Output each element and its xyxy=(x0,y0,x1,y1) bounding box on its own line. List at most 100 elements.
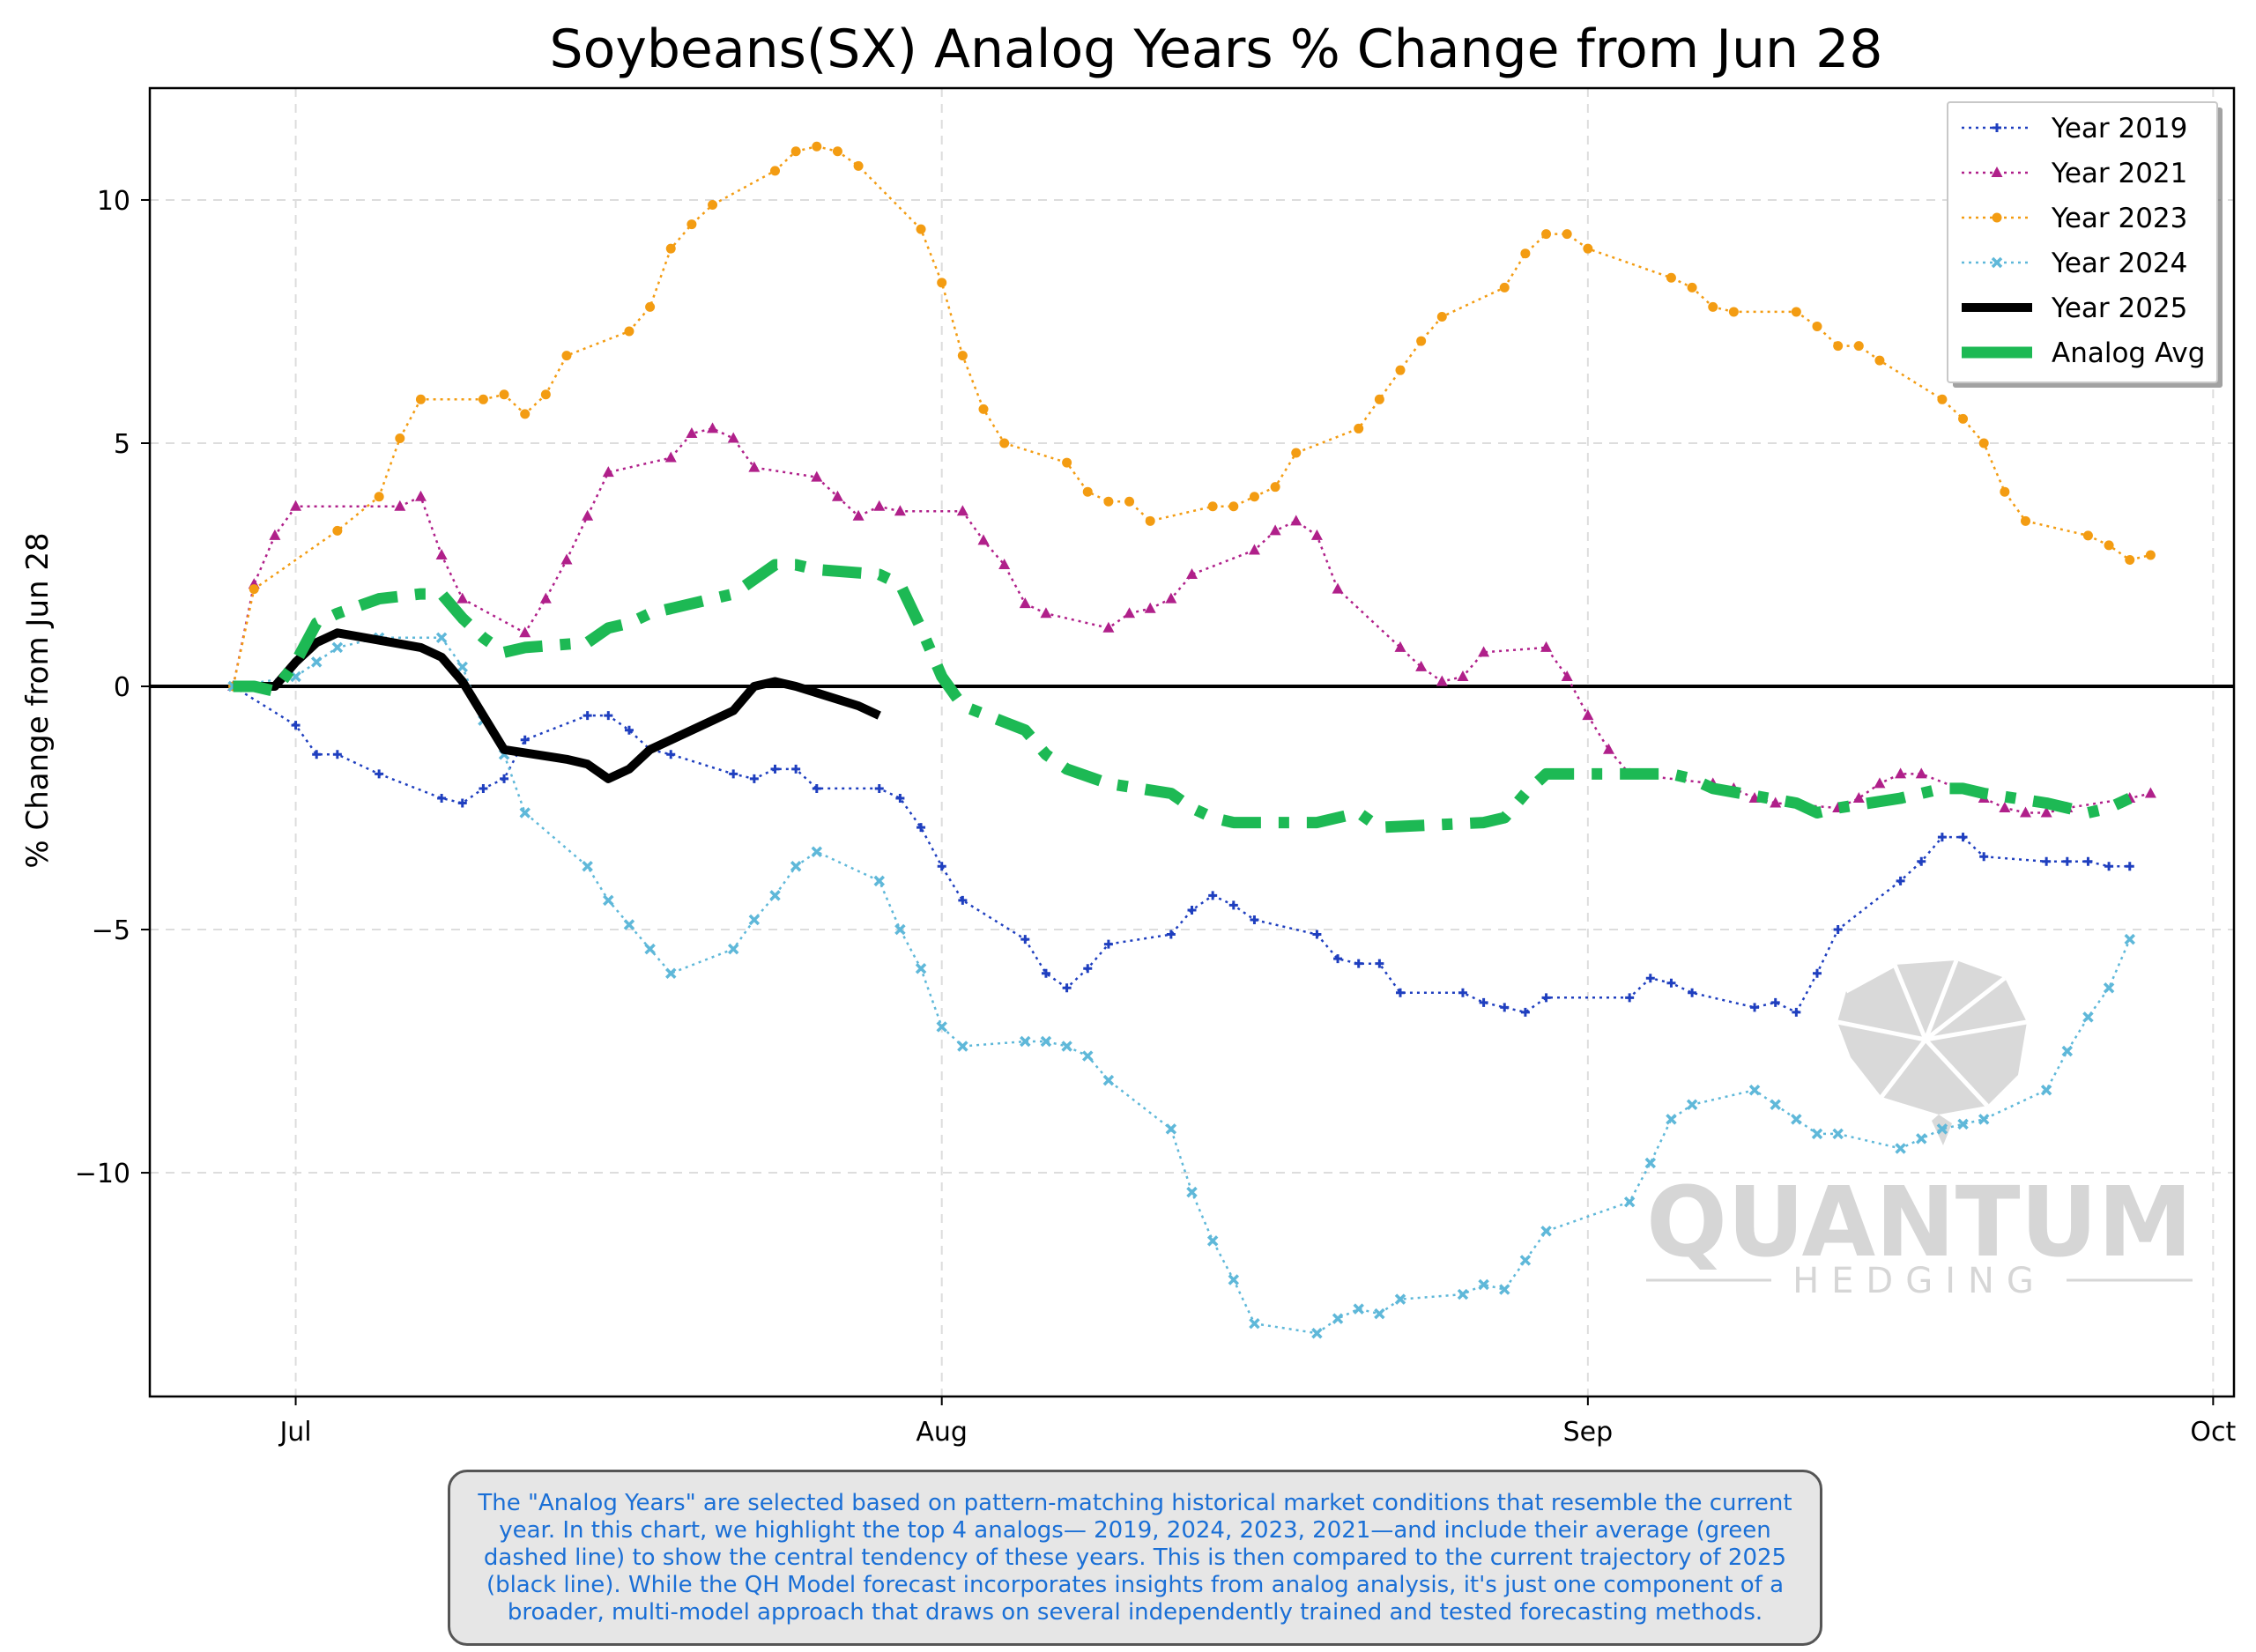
data-point xyxy=(623,919,635,930)
data-point xyxy=(1395,365,1406,375)
data-point xyxy=(916,823,926,833)
data-point xyxy=(832,146,842,157)
data-point xyxy=(1291,448,1302,458)
data-point xyxy=(582,509,594,521)
data-point xyxy=(395,433,405,443)
data-point xyxy=(645,301,656,312)
data-point xyxy=(957,1041,968,1052)
data-point xyxy=(1061,1041,1072,1052)
x-tick-label: Sep xyxy=(1563,1417,1614,1448)
data-point xyxy=(1062,983,1072,993)
data-point xyxy=(2061,1045,2074,1057)
legend-item-year-2021: Year 2021 xyxy=(1962,158,2187,189)
data-point xyxy=(1833,341,1844,352)
data-point xyxy=(290,500,302,511)
data-point xyxy=(916,224,926,234)
data-point xyxy=(708,199,718,210)
series-line-analog-avg xyxy=(233,559,2133,833)
data-point xyxy=(895,793,905,803)
y-axis-label: % Change from Jun 28 xyxy=(20,532,56,868)
data-point xyxy=(1332,582,1344,594)
data-point xyxy=(291,721,301,730)
data-point xyxy=(1353,1303,1364,1315)
data-point xyxy=(1852,791,1865,803)
data-point xyxy=(2062,856,2072,866)
data-point xyxy=(1993,123,2001,132)
data-point xyxy=(624,326,634,337)
data-point xyxy=(1748,1084,1761,1096)
data-point xyxy=(1666,1114,1677,1125)
data-point xyxy=(332,525,343,536)
analog-note-text: The "Analog Years" are selected based on… xyxy=(478,1489,1792,1626)
data-point xyxy=(666,750,676,759)
data-point xyxy=(1813,968,1822,978)
data-point xyxy=(1583,243,1593,254)
data-point xyxy=(500,774,509,783)
data-point xyxy=(1991,167,2003,177)
data-point xyxy=(519,807,531,819)
data-point xyxy=(1187,905,1197,915)
data-point xyxy=(1686,1099,1698,1111)
data-point xyxy=(790,861,802,872)
chart-title: Soybeans(SX) Analog Years % Change from … xyxy=(550,19,1883,80)
data-point xyxy=(1083,964,1093,974)
data-point xyxy=(2083,856,2093,866)
y-tick-label: −5 xyxy=(92,915,130,946)
data-point xyxy=(1311,1327,1323,1339)
data-point xyxy=(1208,891,1218,900)
data-point xyxy=(1312,930,1322,939)
data-point xyxy=(331,641,344,654)
data-point xyxy=(1625,993,1635,1003)
legend-item-year-2025: Year 2025 xyxy=(1962,293,2187,324)
data-point xyxy=(560,553,573,565)
data-point xyxy=(2021,515,2030,526)
legend-item-analog-avg: Analog Avg xyxy=(1962,337,2205,369)
data-point xyxy=(1102,1074,1115,1086)
y-tick-label: −10 xyxy=(75,1159,130,1189)
data-point xyxy=(1791,1114,1802,1125)
data-point xyxy=(1979,852,1989,862)
data-point xyxy=(1958,833,1968,842)
data-point xyxy=(1770,1099,1781,1111)
data-point xyxy=(1792,1007,1801,1017)
brain-logo xyxy=(1837,959,2028,1145)
data-point xyxy=(915,962,927,974)
data-point xyxy=(1019,597,1031,609)
data-point xyxy=(539,592,552,604)
data-point xyxy=(414,490,427,501)
data-point xyxy=(1520,1007,1530,1017)
legend-box xyxy=(1947,101,2218,383)
data-point xyxy=(1436,675,1448,686)
data-point xyxy=(748,914,761,926)
data-point xyxy=(1811,1128,1823,1140)
data-point xyxy=(2040,1084,2052,1096)
data-point xyxy=(957,351,968,361)
data-point xyxy=(1416,336,1427,346)
data-point xyxy=(1082,486,1093,497)
data-point xyxy=(520,735,530,745)
data-point xyxy=(374,492,384,502)
y-tick-label: 5 xyxy=(114,429,130,460)
data-point xyxy=(1228,501,1239,512)
data-point xyxy=(770,764,780,774)
legend-item-year-2023: Year 2023 xyxy=(1962,203,2187,234)
data-point xyxy=(1895,1143,1906,1154)
data-point xyxy=(937,862,946,871)
watermark: QUANTUM HEDGING xyxy=(1646,959,2193,1301)
data-point xyxy=(2125,862,2134,871)
data-point xyxy=(1916,1133,1927,1145)
data-point xyxy=(1040,607,1052,619)
x-tick-label: Aug xyxy=(916,1417,968,1448)
data-point xyxy=(1770,997,1780,1007)
data-point xyxy=(1457,1288,1469,1300)
data-point xyxy=(1103,939,1113,949)
data-point xyxy=(2104,862,2114,871)
data-point xyxy=(812,141,822,152)
tick-layer: Jul Aug Sep Oct 10 5 0 −5 −10 xyxy=(75,186,2237,1448)
data-point xyxy=(1499,1284,1510,1295)
data-point xyxy=(1958,413,1969,424)
data-point xyxy=(332,750,342,759)
data-point xyxy=(770,166,780,176)
data-point xyxy=(2104,540,2114,551)
